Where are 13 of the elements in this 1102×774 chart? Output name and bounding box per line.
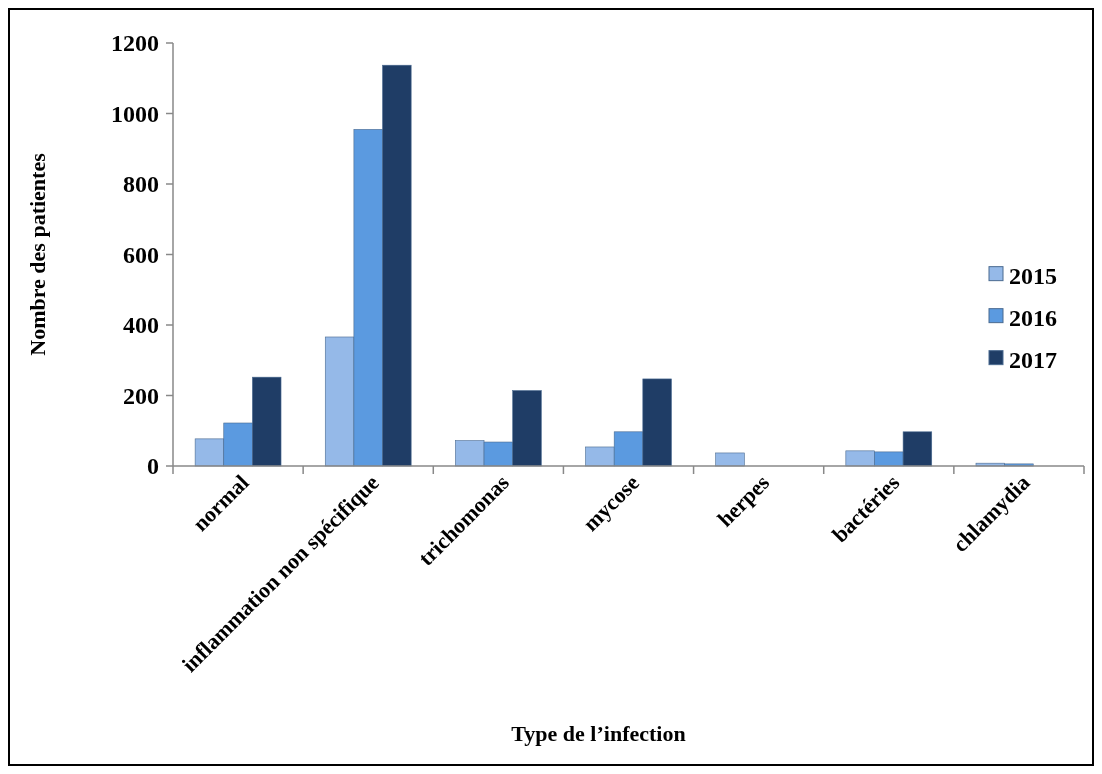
bar	[715, 452, 745, 467]
y-axis-title: Nombre des patientes	[25, 152, 50, 356]
y-tick-label: 600	[123, 241, 159, 268]
y-tick-label: 800	[123, 171, 159, 198]
y-tick-label: 200	[123, 382, 159, 409]
y-tick-label: 0	[147, 453, 159, 480]
y-tick-label: 1000	[111, 100, 159, 127]
legend-label: 2016	[1009, 305, 1057, 332]
legend-label: 2015	[1009, 263, 1057, 290]
y-tick-label: 400	[123, 312, 159, 339]
y-tick-label: 1200	[111, 30, 159, 57]
x-axis-title: Type de l’infection	[511, 721, 686, 746]
legend-label: 2017	[1009, 347, 1057, 374]
